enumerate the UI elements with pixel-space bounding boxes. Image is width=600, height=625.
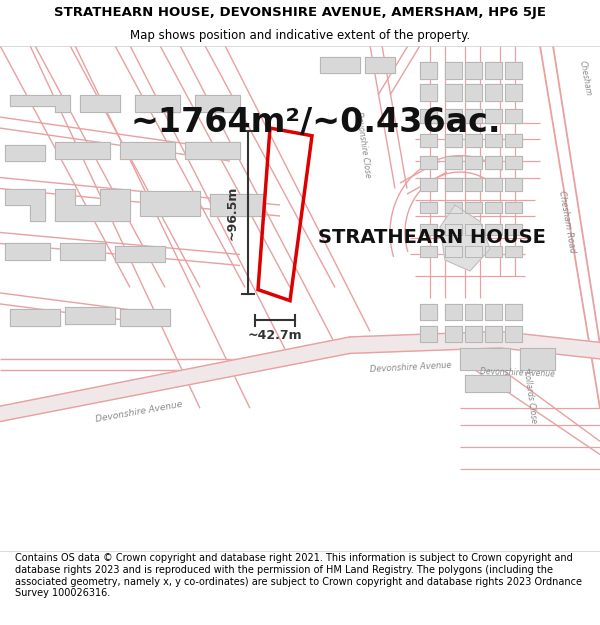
Polygon shape	[465, 109, 482, 123]
Polygon shape	[420, 134, 437, 147]
Polygon shape	[465, 326, 482, 342]
Text: ~1764m²/~0.436ac.: ~1764m²/~0.436ac.	[130, 106, 500, 139]
Polygon shape	[120, 142, 175, 159]
Text: ~96.5m: ~96.5m	[226, 186, 239, 240]
Text: Contains OS data © Crown copyright and database right 2021. This information is : Contains OS data © Crown copyright and d…	[15, 554, 582, 598]
Polygon shape	[5, 244, 50, 260]
Polygon shape	[445, 304, 462, 321]
Polygon shape	[445, 202, 462, 212]
Polygon shape	[465, 376, 510, 392]
Polygon shape	[465, 84, 482, 101]
Polygon shape	[505, 224, 522, 234]
Polygon shape	[195, 95, 240, 112]
Polygon shape	[520, 348, 555, 370]
Polygon shape	[485, 62, 502, 79]
Polygon shape	[445, 109, 462, 123]
Polygon shape	[485, 84, 502, 101]
Text: STRATHEARN HOUSE: STRATHEARN HOUSE	[318, 229, 546, 248]
Polygon shape	[10, 95, 70, 112]
Polygon shape	[465, 62, 482, 79]
Polygon shape	[505, 134, 522, 147]
Polygon shape	[485, 177, 502, 191]
Polygon shape	[465, 156, 482, 169]
Polygon shape	[420, 84, 437, 101]
Polygon shape	[485, 109, 502, 123]
Text: Devonshire Close: Devonshire Close	[354, 111, 372, 178]
Polygon shape	[445, 326, 462, 342]
Polygon shape	[465, 134, 482, 147]
Polygon shape	[80, 95, 120, 112]
Polygon shape	[505, 326, 522, 342]
Polygon shape	[445, 246, 462, 257]
Polygon shape	[350, 331, 600, 359]
Polygon shape	[420, 62, 437, 79]
Polygon shape	[320, 57, 360, 73]
Polygon shape	[60, 244, 105, 260]
Text: Map shows position and indicative extent of the property.: Map shows position and indicative extent…	[130, 29, 470, 42]
Polygon shape	[210, 194, 265, 216]
Text: Chesham Road: Chesham Road	[557, 189, 577, 253]
Polygon shape	[465, 202, 482, 212]
Polygon shape	[505, 177, 522, 191]
Polygon shape	[445, 134, 462, 147]
Polygon shape	[445, 224, 462, 234]
Polygon shape	[465, 304, 482, 321]
Polygon shape	[55, 189, 130, 221]
Polygon shape	[420, 156, 437, 169]
Polygon shape	[420, 177, 437, 191]
Polygon shape	[185, 142, 240, 159]
Polygon shape	[420, 304, 437, 321]
Polygon shape	[420, 109, 437, 123]
Polygon shape	[10, 309, 60, 326]
Polygon shape	[5, 189, 45, 221]
Polygon shape	[445, 156, 462, 169]
Text: ~42.7m: ~42.7m	[248, 329, 302, 342]
Polygon shape	[135, 95, 180, 112]
Polygon shape	[115, 246, 165, 262]
Polygon shape	[55, 142, 110, 159]
Polygon shape	[485, 246, 502, 257]
Polygon shape	[505, 109, 522, 123]
Polygon shape	[420, 246, 437, 257]
Polygon shape	[445, 62, 462, 79]
Polygon shape	[460, 348, 510, 370]
Polygon shape	[420, 202, 437, 212]
Polygon shape	[465, 246, 482, 257]
Polygon shape	[485, 156, 502, 169]
Polygon shape	[140, 191, 200, 216]
Text: STRATHEARN HOUSE, DEVONSHIRE AVENUE, AMERSHAM, HP6 5JE: STRATHEARN HOUSE, DEVONSHIRE AVENUE, AME…	[54, 6, 546, 19]
Polygon shape	[440, 205, 490, 271]
Polygon shape	[420, 224, 437, 234]
Polygon shape	[485, 134, 502, 147]
Polygon shape	[445, 177, 462, 191]
Polygon shape	[445, 84, 462, 101]
Polygon shape	[465, 177, 482, 191]
Polygon shape	[365, 57, 395, 73]
Polygon shape	[505, 202, 522, 212]
Polygon shape	[505, 62, 522, 79]
Text: Chesham: Chesham	[577, 60, 593, 97]
Polygon shape	[505, 246, 522, 257]
Polygon shape	[485, 224, 502, 234]
Polygon shape	[505, 84, 522, 101]
Polygon shape	[505, 304, 522, 321]
Text: Devonshire Avenue: Devonshire Avenue	[480, 368, 555, 379]
Polygon shape	[65, 308, 115, 324]
Text: Lollards Close: Lollards Close	[522, 371, 538, 424]
Polygon shape	[485, 326, 502, 342]
Polygon shape	[120, 309, 170, 326]
Polygon shape	[465, 224, 482, 234]
Polygon shape	[485, 202, 502, 212]
Polygon shape	[0, 337, 350, 421]
Polygon shape	[420, 326, 437, 342]
Polygon shape	[485, 304, 502, 321]
Text: Devonshire Avenue: Devonshire Avenue	[95, 399, 184, 424]
Polygon shape	[5, 144, 45, 161]
Polygon shape	[505, 156, 522, 169]
Text: Devonshire Avenue: Devonshire Avenue	[370, 361, 452, 374]
